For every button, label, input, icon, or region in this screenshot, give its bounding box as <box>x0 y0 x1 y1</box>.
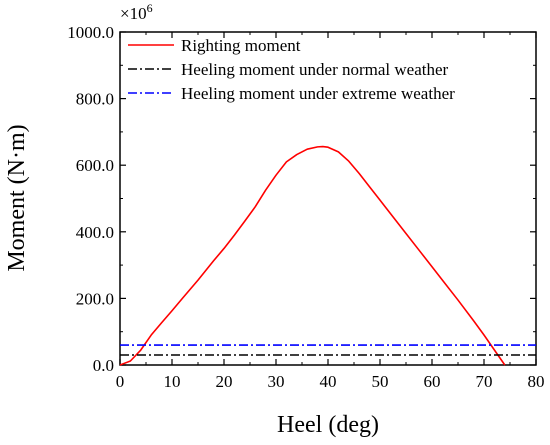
legend: Righting moment Heeling moment under norm… <box>128 36 455 103</box>
y-tick-label: 400.0 <box>76 223 114 242</box>
x-tick-label: 40 <box>320 372 337 391</box>
x-tick-label: 30 <box>268 372 285 391</box>
y-tick-label: 1000.0 <box>67 23 114 42</box>
y-tick-label: 200.0 <box>76 289 114 308</box>
x-tick-label: 10 <box>164 372 181 391</box>
x-tick-label: 0 <box>116 372 125 391</box>
legend-label: Heeling moment under normal weather <box>181 60 449 79</box>
legend-label: Righting moment <box>181 36 301 55</box>
axis-ticks: 0 10 20 30 40 50 60 70 800.0200.0400.0600.0800.0… <box>67 23 544 391</box>
legend-label: Heeling moment under extreme weather <box>181 84 455 103</box>
x-tick-label: 80 <box>528 372 545 391</box>
y-tick-label: 600.0 <box>76 156 114 175</box>
y-tick-label: 800.0 <box>76 90 114 109</box>
plot-frame <box>119 31 537 366</box>
x-tick-label: 50 <box>372 372 389 391</box>
y-tick-label: 0.0 <box>93 356 114 375</box>
x-tick-label: 60 <box>424 372 441 391</box>
y-axis-title: Moment (N·m) <box>4 124 30 271</box>
x-axis-title: Heel (deg) <box>277 412 379 438</box>
series-layer <box>119 145 536 366</box>
x-tick-label: 20 <box>216 372 233 391</box>
series-line-0 <box>119 145 506 366</box>
y-multiplier: ×106 <box>120 1 153 23</box>
x-tick-label: 70 <box>476 372 493 391</box>
